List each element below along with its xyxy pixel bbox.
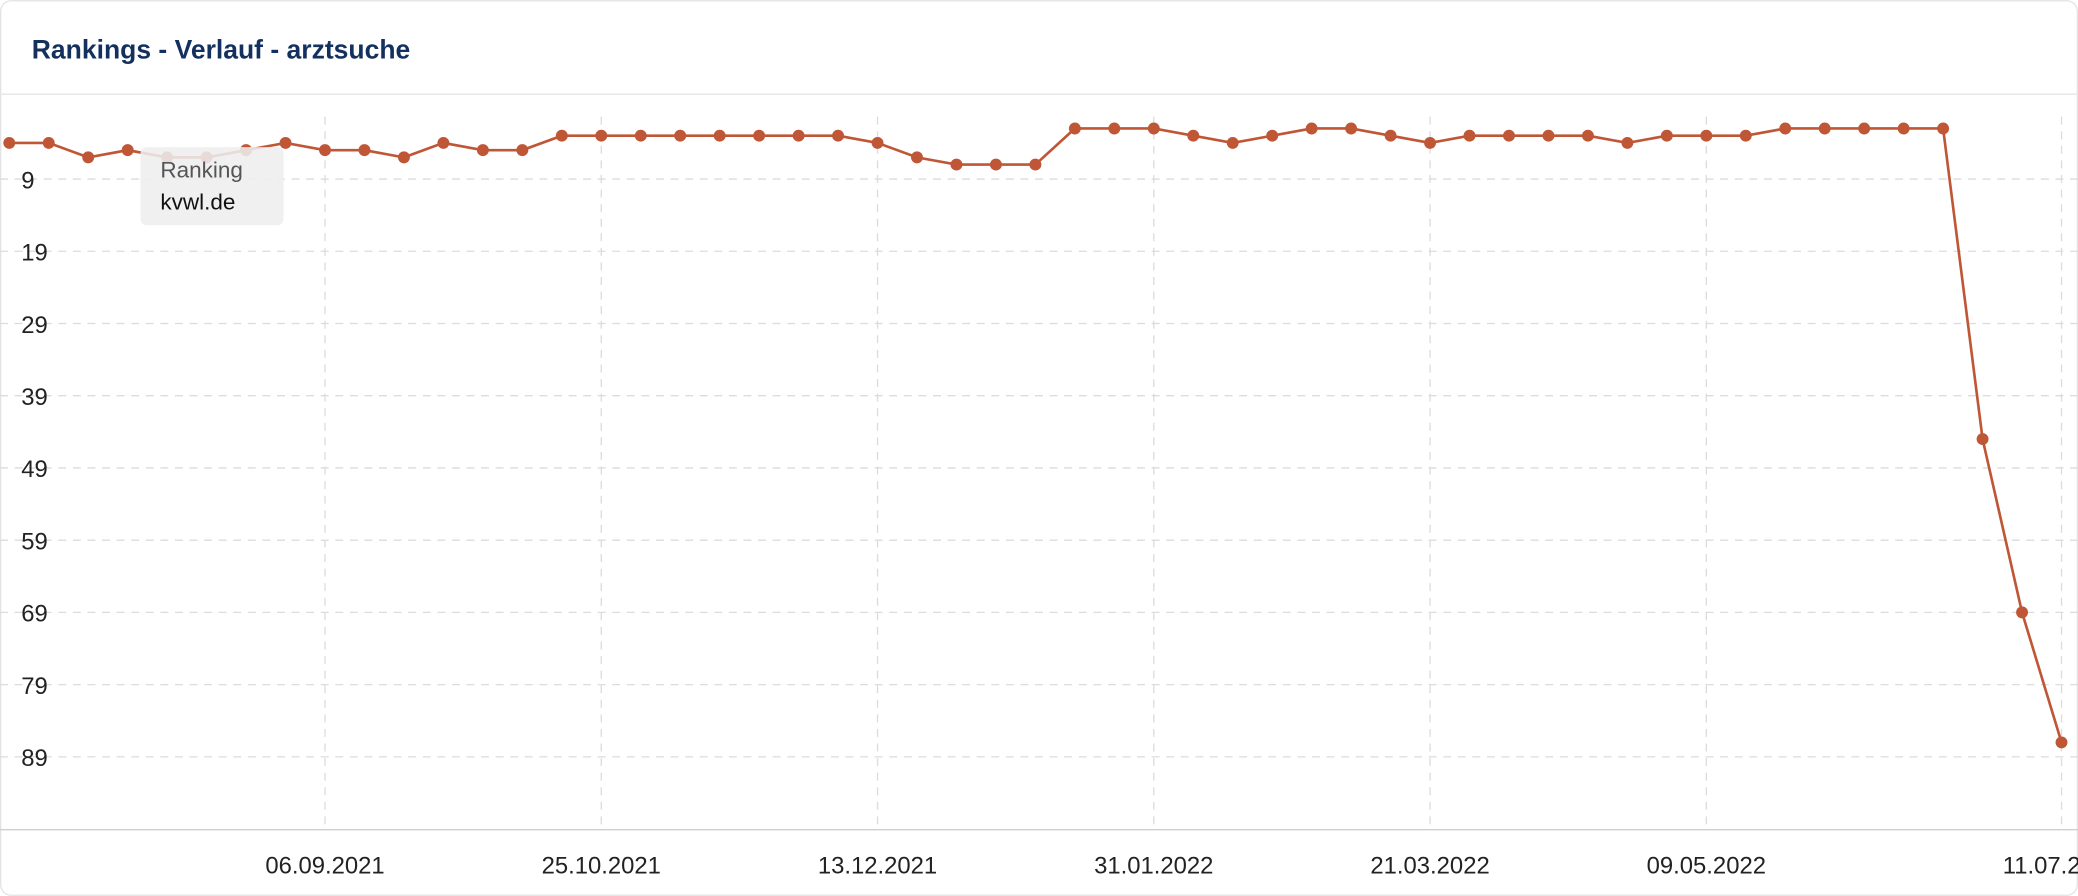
- data-point: [871, 136, 884, 149]
- data-point: [2055, 736, 2068, 749]
- data-point: [1463, 129, 1476, 142]
- data-point: [121, 144, 134, 157]
- y-tick-label: 69: [21, 601, 48, 628]
- data-point: [634, 129, 647, 142]
- tooltip-title: Ranking: [160, 158, 243, 183]
- y-tick-label: 89: [21, 745, 48, 772]
- data-point: [516, 144, 529, 157]
- data-point: [1187, 129, 1200, 142]
- data-point: [82, 151, 95, 164]
- data-point: [1858, 122, 1871, 135]
- data-point: [832, 129, 845, 142]
- data-point: [1068, 122, 1081, 135]
- data-point: [1621, 136, 1634, 149]
- data-point: [3, 136, 16, 149]
- x-tick-label: 11.07.2022: [2003, 852, 2078, 879]
- y-tick-label: 49: [21, 456, 48, 483]
- data-point: [1305, 122, 1318, 135]
- y-tick-label: 39: [21, 384, 48, 411]
- y-tick-label: 59: [21, 528, 48, 555]
- data-point: [2016, 606, 2029, 619]
- tooltip-series: kvwl.de: [160, 189, 235, 214]
- data-point: [753, 129, 766, 142]
- y-tick-label: 19: [21, 240, 48, 267]
- data-point: [792, 129, 805, 142]
- data-point: [1266, 129, 1279, 142]
- data-point: [989, 158, 1002, 171]
- data-point: [1542, 129, 1555, 142]
- data-point: [1108, 122, 1121, 135]
- data-point: [555, 129, 568, 142]
- data-point: [1700, 129, 1713, 142]
- data-point: [358, 144, 371, 157]
- y-tick-label: 29: [21, 312, 48, 339]
- data-point: [1226, 136, 1239, 149]
- data-point: [1424, 136, 1437, 149]
- data-point: [950, 158, 963, 171]
- data-point: [279, 136, 292, 149]
- data-point: [476, 144, 489, 157]
- data-point: [1779, 122, 1792, 135]
- data-point: [1384, 129, 1397, 142]
- data-point: [595, 129, 608, 142]
- data-point: [1660, 129, 1673, 142]
- data-point: [42, 136, 55, 149]
- x-tick-label: 13.12.2021: [818, 852, 937, 879]
- data-point: [437, 136, 450, 149]
- data-point: [1147, 122, 1160, 135]
- data-point: [1739, 129, 1752, 142]
- x-tick-label: 21.03.2022: [1370, 852, 1489, 879]
- y-tick-label: 9: [21, 167, 34, 194]
- data-point: [1818, 122, 1831, 135]
- y-tick-label: 79: [21, 673, 48, 700]
- data-point: [1345, 122, 1358, 135]
- x-tick-label: 09.05.2022: [1647, 852, 1766, 879]
- data-point: [1581, 129, 1594, 142]
- data-point: [1976, 433, 1989, 446]
- tooltip-box: [140, 147, 284, 226]
- chart-title: Rankings - Verlauf - arztsuche: [32, 34, 410, 64]
- data-point: [911, 151, 923, 164]
- data-point: [319, 144, 331, 157]
- data-point: [1937, 122, 1950, 135]
- data-point: [713, 129, 726, 142]
- data-point: [1029, 158, 1042, 171]
- x-tick-label: 25.10.2021: [542, 852, 661, 879]
- data-point: [674, 129, 687, 142]
- x-tick-label: 06.09.2021: [265, 852, 384, 879]
- x-tick-label: 31.01.2022: [1094, 852, 1213, 879]
- data-point: [397, 151, 410, 164]
- data-point: [1503, 129, 1515, 142]
- data-point: [1897, 122, 1910, 135]
